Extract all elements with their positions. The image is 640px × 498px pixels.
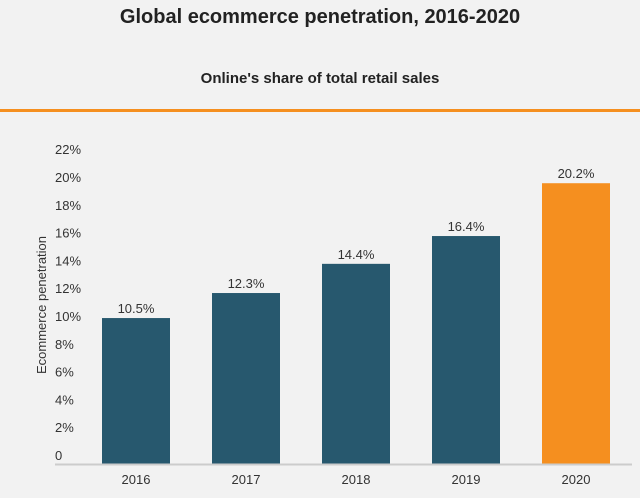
y-tick-label: 4% (55, 392, 74, 407)
data-label: 12.3% (228, 276, 265, 291)
y-tick-label: 22% (55, 142, 81, 157)
y-tick-label: 6% (55, 365, 74, 380)
x-tick-label: 2019 (452, 472, 481, 487)
y-tick-label: 14% (55, 253, 81, 268)
y-tick-label: 20% (55, 170, 81, 185)
y-tick-label: 18% (55, 198, 81, 213)
x-tick-label: 2016 (122, 472, 151, 487)
y-tick-label: 2% (55, 420, 74, 435)
divider-line (0, 109, 640, 112)
y-tick-label: 10% (55, 309, 81, 324)
chart-title: Global ecommerce penetration, 2016-2020 (119, 6, 521, 28)
data-label: 20.2% (558, 166, 595, 181)
bar-2017 (212, 293, 280, 464)
bar-2019 (432, 236, 500, 464)
y-tick-label: 8% (55, 337, 74, 352)
y-tick-label: 0 (55, 448, 62, 463)
chart-subtitle: Online's share of total retail sales (200, 70, 440, 87)
data-label: 14.4% (338, 247, 375, 262)
y-tick-label: 12% (55, 281, 81, 296)
x-tick-label: 2017 (232, 472, 261, 487)
bar-2020 (542, 183, 610, 464)
bar-2018 (322, 263, 390, 464)
data-label: 10.5% (118, 301, 155, 316)
y-tick-label: 16% (55, 226, 81, 241)
y-axis-label: Ecommerce penetration (34, 236, 49, 374)
bar-2016 (102, 318, 170, 464)
data-label: 16.4% (448, 219, 485, 234)
x-tick-label: 2018 (342, 472, 371, 487)
x-tick-label: 2020 (562, 472, 591, 487)
